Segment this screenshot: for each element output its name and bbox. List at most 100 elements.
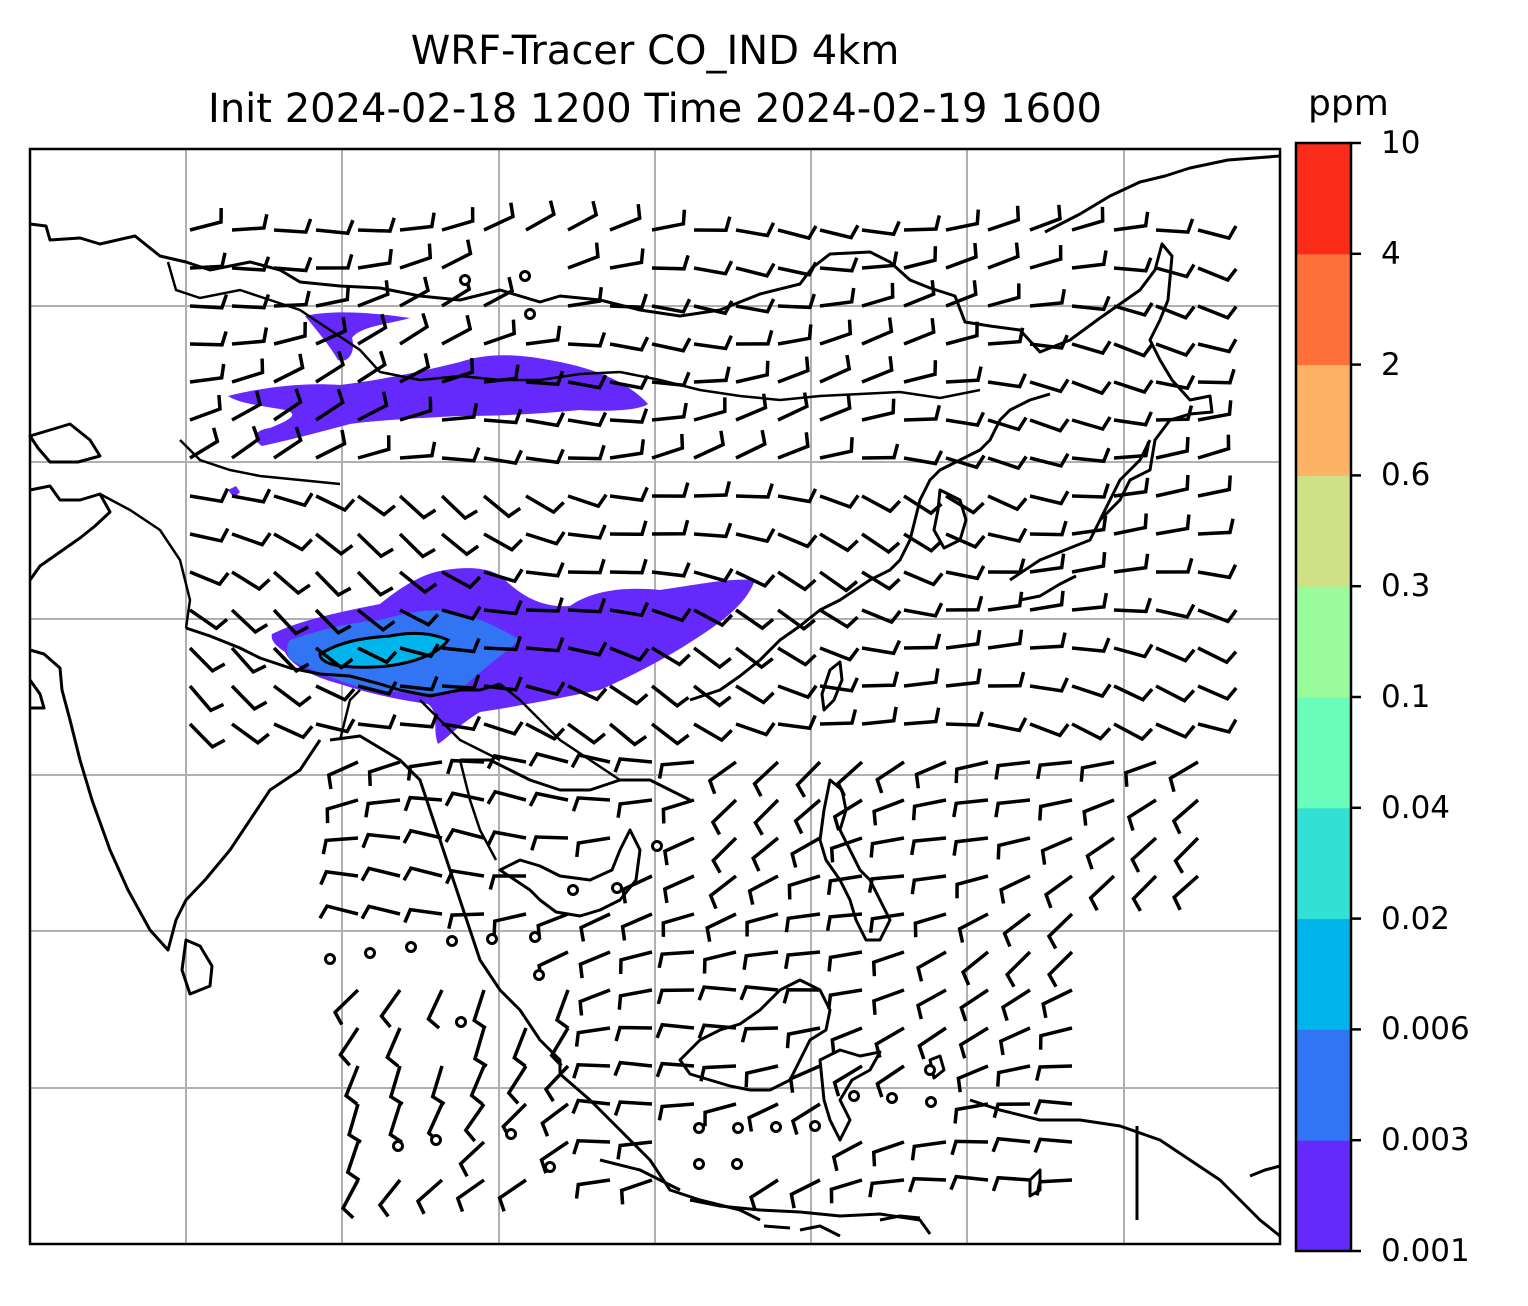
wind-barb (707, 760, 738, 795)
wind-barb (903, 602, 944, 618)
wind-barb (661, 912, 695, 937)
wind-barb (525, 412, 566, 428)
wind-barb (621, 874, 653, 904)
wind-barb (567, 597, 607, 614)
wind-barb (609, 601, 650, 618)
wind-barb (572, 1063, 611, 1079)
wind-barb (525, 200, 556, 232)
wind-barb (945, 321, 979, 346)
wind-barb (819, 494, 860, 510)
wind-barb (875, 760, 905, 794)
wind-barb (952, 798, 989, 818)
wind-barb (868, 912, 905, 933)
wind-barb (189, 427, 220, 460)
wind-barb (991, 1136, 1031, 1153)
wind-barb (790, 836, 821, 868)
wind-barb (945, 711, 984, 727)
wind-barb (415, 1178, 444, 1215)
wind-barb (903, 404, 942, 422)
wind-barb (528, 751, 569, 767)
wind-barb (903, 570, 944, 587)
wind-barb (994, 798, 1031, 818)
wind-barb (357, 280, 390, 308)
wind-barb (189, 570, 230, 587)
wind-barb (903, 450, 944, 466)
wind-barb (735, 722, 776, 737)
wind-barb (827, 950, 863, 972)
wind-barb (388, 1065, 404, 1106)
calm-wind-marker (519, 270, 531, 282)
wind-barb (609, 374, 650, 390)
wind-barb (273, 290, 311, 308)
wind-barb (826, 874, 863, 896)
wind-barb (357, 313, 388, 346)
wind-barb (445, 868, 485, 885)
wind-barb (910, 874, 947, 895)
wind-barb (992, 1102, 1031, 1119)
wind-barb (783, 950, 821, 970)
wind-barb (357, 350, 387, 384)
wind-barb (914, 760, 947, 789)
calm-wind-marker (430, 1134, 442, 1146)
wind-barb (1155, 722, 1196, 739)
wind-barb (861, 355, 894, 384)
wind-barb (987, 416, 1028, 432)
wind-barb (742, 950, 779, 970)
wind-barb (903, 246, 938, 270)
wind-barb (1171, 874, 1200, 911)
wind-barb (1071, 250, 1108, 270)
wind-barb (1113, 257, 1153, 273)
wind-barb (1155, 557, 1194, 574)
wind-barb (570, 753, 611, 769)
wind-barb (361, 832, 401, 849)
wind-barb (1123, 760, 1157, 787)
wind-barb (455, 1178, 486, 1213)
wind-barb (832, 798, 863, 831)
wind-barb (1197, 518, 1235, 536)
wind-barb (441, 314, 473, 346)
wind-barb (1071, 722, 1112, 741)
wind-barb (319, 869, 359, 886)
wind-barb (1155, 603, 1196, 619)
wind-barb (567, 558, 606, 575)
wind-barb (315, 350, 346, 384)
wind-barb (656, 988, 695, 1005)
wind-barb (273, 492, 314, 508)
wind-barb (273, 218, 313, 234)
wind-barb (735, 483, 774, 499)
wind-barb (739, 985, 779, 1001)
wind-barb (525, 562, 565, 578)
colorbar-swatch (1296, 697, 1351, 809)
wind-barb (340, 1179, 360, 1220)
wind-barb (1155, 374, 1196, 391)
wind-barb (1197, 475, 1232, 498)
wind-barb (1029, 204, 1062, 232)
wind-barb (530, 835, 569, 851)
wind-barb (578, 988, 611, 1016)
colorbar-swatch (1296, 364, 1351, 476)
wind-barb (1113, 301, 1154, 317)
wind-barb (483, 276, 515, 308)
wind-barb (230, 646, 267, 675)
wind-barb (959, 988, 989, 1022)
wind-barb (343, 1065, 360, 1106)
wind-barb (903, 668, 940, 688)
wind-barb (777, 684, 818, 700)
wind-barb (1197, 400, 1233, 422)
wind-barb (753, 798, 780, 836)
wind-barb (469, 1065, 486, 1106)
wind-barb (272, 684, 312, 708)
wind-barb (483, 202, 515, 232)
wind-barb (1197, 718, 1238, 734)
wind-barb (486, 753, 527, 770)
wind-barb (819, 224, 860, 240)
colorbar-tick-label: 0.04 (1381, 789, 1451, 826)
wind-barb (613, 757, 653, 773)
wind-barb (188, 646, 226, 673)
calm-wind-marker (524, 308, 536, 320)
wind-barb (789, 1178, 821, 1209)
wind-barb (777, 646, 817, 667)
map-frame (28, 147, 1282, 1246)
wind-barb (1155, 218, 1195, 234)
